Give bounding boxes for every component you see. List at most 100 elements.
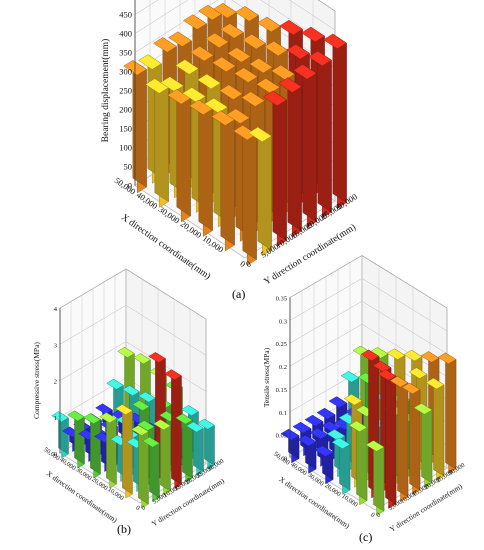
- bar-top: [365, 440, 385, 452]
- bar-a-0-2: [263, 90, 287, 247]
- bar-top: [138, 54, 162, 70]
- bar-top: [326, 429, 346, 441]
- bar-top: [189, 99, 213, 116]
- bar-top: [212, 56, 236, 73]
- bar-top: [301, 26, 325, 43]
- z-tick-label: 0: [284, 456, 287, 463]
- bar-top: [403, 349, 423, 362]
- bar-c-1-0: [348, 420, 368, 506]
- bar-top: [211, 110, 235, 126]
- caption-b: (b): [117, 522, 131, 536]
- bar-c-4-0: [297, 434, 317, 474]
- bar-top: [205, 32, 229, 49]
- z-tick-label: 4: [54, 306, 58, 313]
- bar-side: [373, 440, 385, 512]
- z-tick-label: 0.15: [276, 387, 287, 394]
- bar-top: [95, 403, 113, 415]
- bar-side: [397, 375, 409, 498]
- bar-top: [328, 396, 348, 408]
- bar-top: [314, 445, 334, 457]
- bar-b-0-3: [164, 369, 182, 489]
- bar-top: [122, 385, 140, 396]
- z-tick-label: 100: [119, 143, 132, 153]
- bar-top: [131, 425, 149, 436]
- chart-c: 0 0.05 0.1 0.15 0.2 0.25 0.3 0.35 Tensile stress…: [262, 254, 466, 534]
- z-tick-label: 0.1: [279, 410, 287, 417]
- bar-top: [425, 377, 445, 390]
- bar-a-2-0: [189, 99, 213, 237]
- bar-side: [409, 382, 421, 491]
- z-tick-label: 300: [119, 67, 132, 77]
- bar-top: [420, 351, 440, 363]
- z-tick-label: 250: [119, 86, 132, 96]
- bar-top: [309, 427, 329, 440]
- bar-a-0-4: [293, 64, 317, 228]
- bar-side: [445, 352, 457, 470]
- bar-a-0-6: [323, 33, 347, 209]
- y-tick-label: 0: [140, 505, 146, 513]
- x-tick-label: 0: [369, 512, 376, 520]
- bar-side: [356, 420, 368, 501]
- bar-side: [257, 126, 272, 251]
- bar-b-4-0: [67, 410, 85, 469]
- bar-top: [138, 391, 156, 403]
- bar-top: [249, 57, 273, 74]
- z-tick-label: 450: [119, 10, 132, 20]
- bar-top: [142, 436, 160, 448]
- bar-top: [292, 421, 312, 434]
- bar-top: [263, 90, 287, 107]
- bar-top: [331, 437, 351, 449]
- bar-top: [408, 367, 428, 379]
- bar-top: [186, 421, 204, 433]
- z-tick-label: 0: [128, 181, 132, 191]
- bar-top: [437, 352, 457, 364]
- bar-top: [257, 16, 281, 33]
- bar-top: [386, 348, 406, 360]
- bar-top: [343, 394, 363, 406]
- bar-a-0-3: [278, 77, 302, 238]
- bar-b-0-6: [197, 418, 215, 470]
- z-axis-label: Compressive stress(MPa): [32, 342, 41, 419]
- bar-side: [154, 78, 169, 202]
- bar-c-0-4: [413, 403, 433, 488]
- z-tick-label: 2: [54, 379, 57, 386]
- x-tick-label: 50,000: [272, 451, 291, 467]
- bar-top: [360, 349, 380, 362]
- bar-top: [348, 420, 368, 433]
- z-tick-label: 150: [119, 124, 132, 134]
- bar-top: [234, 67, 258, 83]
- bar-top: [226, 108, 250, 124]
- bar-side: [106, 412, 117, 485]
- bar-top: [293, 64, 317, 80]
- bar-top: [256, 78, 280, 94]
- bar-top: [197, 73, 221, 90]
- bar-top: [133, 353, 151, 365]
- bar-side: [332, 33, 347, 203]
- bar-top: [227, 47, 251, 63]
- bar-top: [164, 369, 182, 381]
- bar-top: [278, 77, 302, 93]
- x-tick-label: 0: [134, 505, 141, 513]
- bar-top: [168, 31, 192, 47]
- grid-line: [134, 0, 336, 31]
- bar-a-1-0: [211, 110, 235, 252]
- bar-side: [302, 64, 317, 222]
- bar-top: [175, 413, 193, 425]
- bar-top: [323, 33, 347, 50]
- z-axis-label: Bearing displacement(mm): [100, 39, 111, 143]
- bar-top: [153, 37, 177, 53]
- bar-top: [132, 400, 150, 411]
- bar-side: [385, 369, 397, 505]
- bar-b-2-0: [99, 412, 117, 489]
- z-tick-label: 1: [54, 415, 57, 422]
- bar-top: [99, 412, 117, 424]
- z-tick-label: 0.25: [276, 341, 287, 348]
- chart-a: 0 50 100 150 200 250 300 350 400 450 500 Bearing di…: [100, 0, 359, 287]
- bar-c-0-5: [425, 377, 445, 481]
- z-tick-label: 0.35: [276, 296, 287, 303]
- z-axis-label: Tensile stress(MPa): [262, 347, 271, 407]
- bar-top: [241, 91, 265, 107]
- caption-a: (a): [232, 287, 246, 301]
- bar-top: [145, 78, 169, 94]
